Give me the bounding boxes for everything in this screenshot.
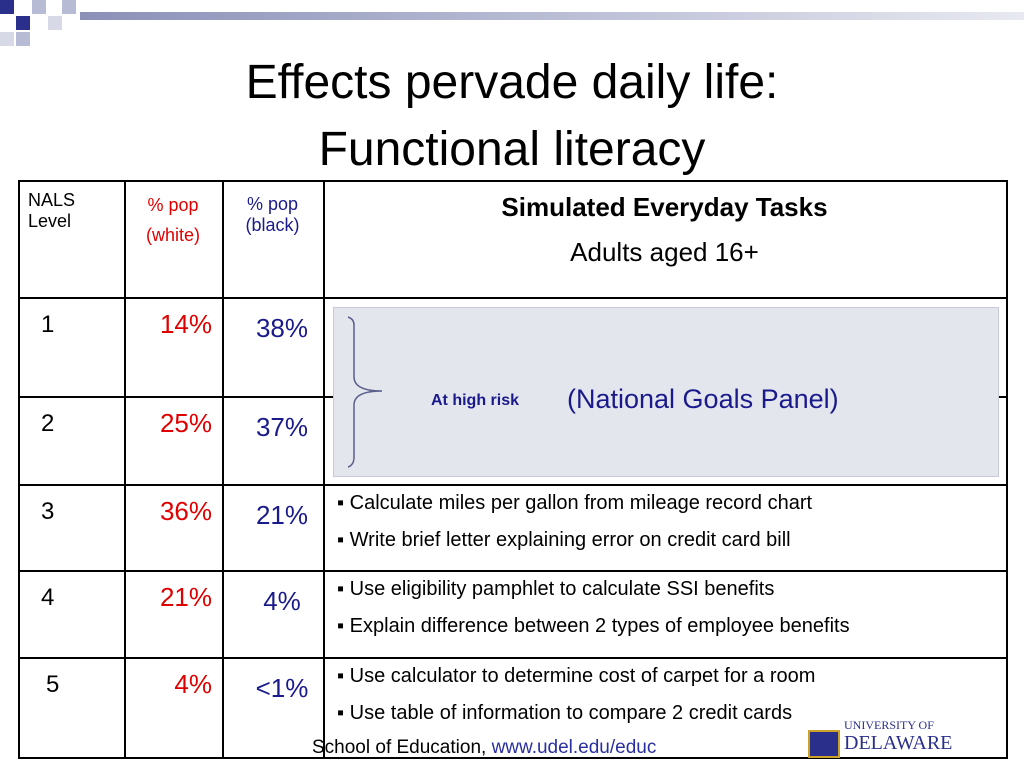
table-border — [18, 180, 20, 757]
task-item: Use table of information to compare 2 cr… — [337, 702, 792, 725]
table-border — [222, 180, 224, 757]
black-cell: 21% — [255, 500, 309, 530]
black-cell: 38% — [255, 313, 309, 343]
level-cell: 5 — [46, 671, 60, 698]
task-item: Use eligibility pamphlet to calculate SS… — [337, 578, 775, 601]
task-item: Explain difference between 2 types of em… — [337, 615, 850, 638]
white-cell: 4% — [174, 669, 212, 699]
logo-text: DELAWARE — [844, 732, 953, 754]
white-cell: 21% — [159, 582, 212, 612]
header-cell: Simulated Everyday Tasks Adults aged 16+ — [501, 192, 828, 267]
footer-link[interactable]: www.udel.edu/educ — [491, 737, 657, 758]
black-cell: 37% — [255, 412, 309, 442]
black-cell: <1% — [255, 673, 309, 703]
white-cell: 36% — [159, 496, 212, 526]
footer: School of Education, www.udel.edu/educ — [312, 737, 657, 758]
table-border — [1006, 180, 1008, 757]
table-border — [18, 484, 1008, 486]
table-border — [18, 297, 1008, 299]
overlay-label: At high risk — [431, 392, 520, 409]
black-cell: 4% — [263, 586, 301, 616]
task-item: Use calculator to determine cost of carp… — [337, 665, 816, 688]
table-border — [323, 180, 325, 757]
table-border — [18, 180, 1008, 182]
task-item: Calculate miles per gallon from mileage … — [337, 492, 812, 515]
header-cell: % pop (black) — [245, 194, 300, 235]
table-border — [18, 757, 1008, 759]
level-cell: 1 — [41, 311, 55, 338]
logo: UNIVERSITY OF DELAWARE — [808, 718, 963, 758]
task-item: Write brief letter explaining error on c… — [337, 529, 791, 552]
header-cell: % pop (white) — [145, 195, 200, 245]
level-cell: 4 — [41, 584, 55, 611]
table-border — [18, 657, 1008, 659]
level-cell: 2 — [41, 410, 55, 437]
brace — [347, 316, 383, 468]
title-line: Functional literacy — [318, 123, 706, 176]
title-line: Effects pervade daily life: — [245, 56, 779, 109]
table-border — [18, 570, 1008, 572]
logo-seal — [808, 730, 840, 758]
header-cell: NALS Level — [28, 190, 76, 231]
table-border — [124, 180, 126, 757]
overlay-note: (National Goals Panel) — [567, 384, 839, 414]
overlay-box — [333, 307, 999, 477]
white-cell: 25% — [159, 408, 212, 438]
logo-text: UNIVERSITY OF — [844, 718, 934, 732]
decoration — [0, 0, 1024, 46]
level-cell: 3 — [41, 498, 55, 525]
white-cell: 14% — [159, 309, 212, 339]
